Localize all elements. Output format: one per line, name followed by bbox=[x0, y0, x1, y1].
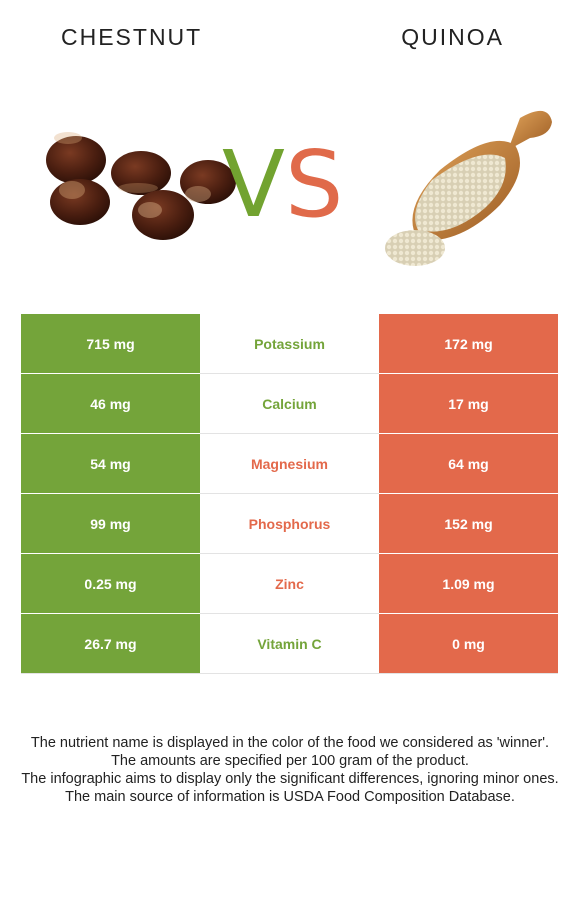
nutrient-comparison-table: 715 mg Potassium 172 mg 46 mg Calcium 17 mg 54… bbox=[21, 314, 558, 674]
left-value: 99 mg bbox=[21, 494, 200, 554]
left-value: 0.25 mg bbox=[21, 554, 200, 614]
table-row: 99 mg Phosphorus 152 mg bbox=[21, 494, 558, 554]
nutrient-name: Vitamin C bbox=[200, 614, 379, 674]
nutrient-name: Zinc bbox=[200, 554, 379, 614]
right-value: 17 mg bbox=[379, 374, 558, 434]
chestnuts-image bbox=[46, 132, 236, 240]
vs-s: S bbox=[284, 131, 344, 238]
nutrient-name: Phosphorus bbox=[200, 494, 379, 554]
footnote-3: The infographic aims to display only the… bbox=[21, 771, 559, 787]
table-row: 715 mg Potassium 172 mg bbox=[21, 314, 558, 374]
table-row: 46 mg Calcium 17 mg bbox=[21, 374, 558, 434]
right-value: 0 mg bbox=[379, 614, 558, 674]
right-value: 152 mg bbox=[379, 494, 558, 554]
table-row: 54 mg Magnesium 64 mg bbox=[21, 434, 558, 494]
footnote-4: The main source of information is USDA F… bbox=[65, 789, 515, 805]
right-value: 64 mg bbox=[379, 434, 558, 494]
left-value: 54 mg bbox=[21, 434, 200, 494]
right-value: 172 mg bbox=[379, 314, 558, 374]
left-value: 26.7 mg bbox=[21, 614, 200, 674]
footnote-2: The amounts are specified per 100 gram o… bbox=[111, 753, 469, 769]
right-food-title: QUINOA bbox=[401, 24, 504, 50]
left-value: 46 mg bbox=[21, 374, 200, 434]
nutrient-name: Potassium bbox=[200, 314, 379, 374]
table-row: 0.25 mg Zinc 1.09 mg bbox=[21, 554, 558, 614]
nutrient-name: Calcium bbox=[200, 374, 379, 434]
nutrient-name: Magnesium bbox=[200, 434, 379, 494]
vs-v: V bbox=[222, 131, 285, 238]
vs-label: VS bbox=[222, 135, 343, 235]
left-food-title: CHESTNUT bbox=[61, 24, 203, 50]
footnotes: The nutrient name is displayed in the co… bbox=[20, 734, 560, 806]
left-value: 715 mg bbox=[21, 314, 200, 374]
right-value: 1.09 mg bbox=[379, 554, 558, 614]
footnote-1: The nutrient name is displayed in the co… bbox=[30, 735, 550, 751]
quinoa-image bbox=[385, 110, 552, 266]
